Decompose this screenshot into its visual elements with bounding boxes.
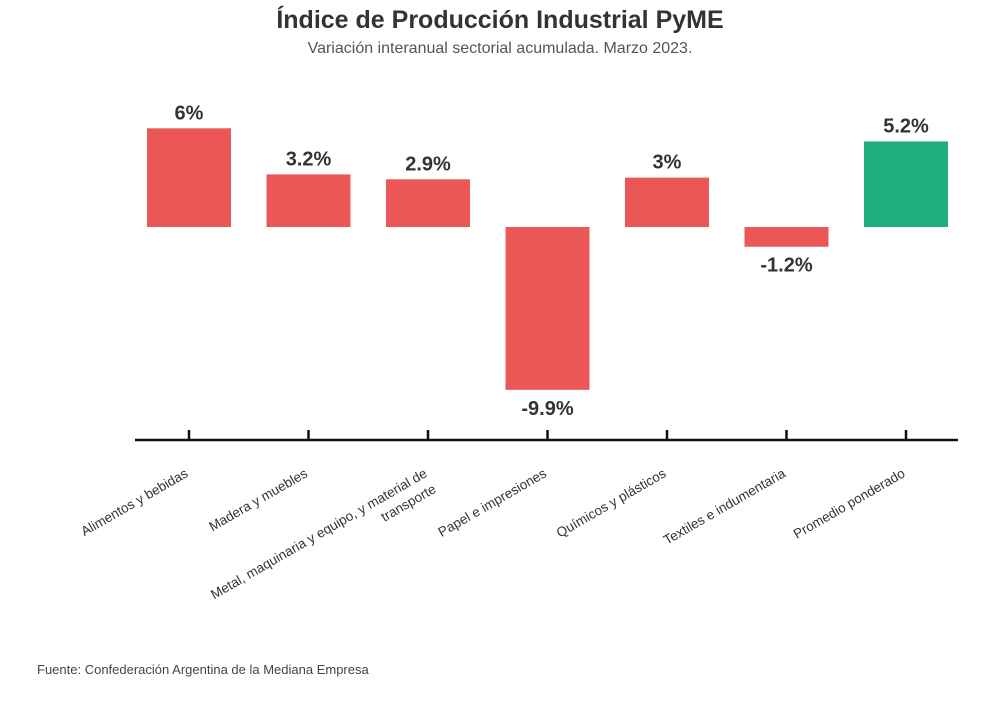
- x-tick-label-7: Promedio ponderado: [791, 466, 908, 542]
- value-label-1: 6%: [175, 102, 204, 124]
- x-tick-label-line: Promedio ponderado: [791, 466, 908, 542]
- x-ticks-group: [187, 430, 908, 440]
- x-tick-label-3: Metal, maquinaria y equipo, y material d…: [208, 466, 438, 602]
- value-label-6: -1.2%: [760, 255, 812, 277]
- x-tick-label-line: Metal, maquinaria y equipo, y material d…: [208, 466, 429, 602]
- bar-5: [625, 177, 709, 227]
- x-tick-labels-group: Alimentos y bebidas Madera y mueblesMetal…: [78, 465, 908, 602]
- x-tick-label-1: Alimentos y bebidas: [78, 465, 190, 539]
- x-tick-label-line: Madera y muebles: [206, 465, 310, 534]
- value-label-2: 3.2%: [286, 148, 332, 170]
- source-note: Fuente: Confederación Argentina de la Me…: [37, 662, 369, 677]
- x-tick-label-4: Papel e impresiones: [436, 465, 550, 539]
- value-label-5: 3%: [653, 152, 682, 174]
- bar-3: [386, 179, 470, 227]
- bar-chart: 6% 3.2% 2.9% -9.9% 3% -1.2% 5.2% Alimentos y b…: [78, 102, 958, 602]
- chart-title: Índice de Producción Industrial PyME: [276, 6, 724, 34]
- bar-4: [505, 227, 590, 390]
- bars-group: [147, 128, 948, 390]
- value-label-7: 5.2%: [883, 115, 929, 137]
- x-tick-label-6: Textiles e indumentaria: [661, 465, 788, 547]
- x-tick-label-line: Químicos y plásticos: [554, 465, 669, 540]
- bar-6: [744, 227, 829, 247]
- bar-7: [864, 141, 948, 227]
- bar-1: [147, 128, 231, 227]
- x-tick-label-line: Textiles e indumentaria: [661, 465, 788, 547]
- x-tick-label-5: Químicos y plásticos: [554, 465, 669, 540]
- value-label-4: -9.9%: [521, 398, 573, 420]
- value-label-3: 2.9%: [405, 153, 451, 175]
- x-tick-label-line: Papel e impresiones: [436, 465, 550, 539]
- value-labels-group: 6% 3.2% 2.9% -9.9% 3% -1.2% 5.2%: [175, 102, 929, 420]
- x-tick-label-2: Madera y muebles: [206, 465, 310, 534]
- chart-subtitle: Variación interanual sectorial acumulada…: [307, 40, 693, 57]
- bar-2: [266, 174, 351, 227]
- x-tick-label-line: Alimentos y bebidas: [78, 465, 190, 539]
